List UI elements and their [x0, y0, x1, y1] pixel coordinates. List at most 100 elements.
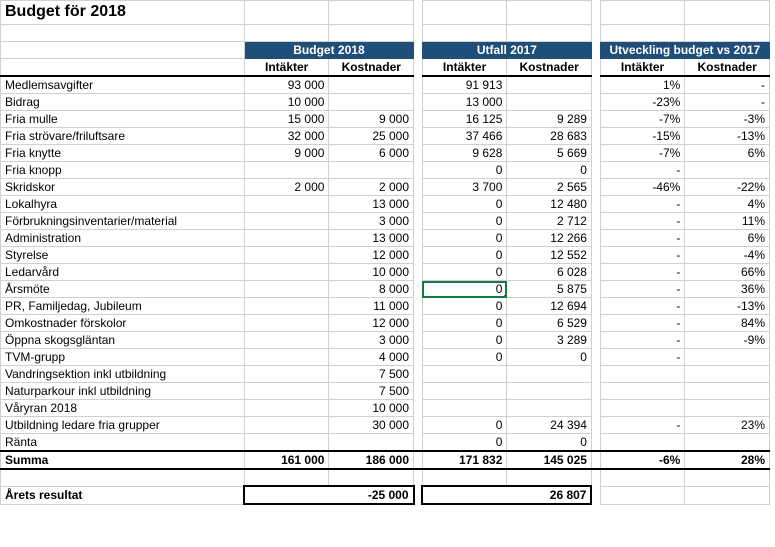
sum-budget-kostnader: 186 000	[329, 451, 414, 469]
cell-utfall-intakter	[422, 383, 507, 400]
separator	[591, 230, 600, 247]
cell-budget-intakter	[244, 298, 329, 315]
separator	[591, 213, 600, 230]
cell-budget-kostnader: 2 000	[329, 179, 414, 196]
cell-utfall-intakter: 0	[422, 281, 507, 298]
sum-label: Summa	[1, 451, 245, 469]
table-row: Våryran 201810 000	[1, 400, 770, 417]
row-label: Medlemsavgifter	[1, 76, 245, 94]
separator	[591, 434, 600, 452]
cell-budget-intakter	[244, 264, 329, 281]
cell-budget-intakter	[244, 417, 329, 434]
cell-utfall-intakter: 0	[422, 196, 507, 213]
table-row: Ledarvård10 00006 028-66%	[1, 264, 770, 281]
cell-budget-intakter	[244, 366, 329, 383]
cell-utfall-intakter: 3 700	[422, 179, 507, 196]
cell-utfall-kostnader: 5 669	[507, 145, 592, 162]
row-label: Omkostnader förskolor	[1, 315, 245, 332]
cell-budget-kostnader: 3 000	[329, 213, 414, 230]
table-row: Bidrag10 00013 000-23%-	[1, 94, 770, 111]
table-row: Fria strövare/friluftsare32 00025 00037 …	[1, 128, 770, 145]
cell-dev-kostnader	[685, 400, 770, 417]
separator	[414, 417, 423, 434]
cell-utfall-kostnader: 5 875	[507, 281, 592, 298]
cell-dev-intakter: -7%	[600, 145, 685, 162]
table-row: Utbildning ledare fria grupper30 000024 …	[1, 417, 770, 434]
cell-dev-intakter	[600, 383, 685, 400]
cell-utfall-kostnader: 9 289	[507, 111, 592, 128]
cell-utfall-intakter: 91 913	[422, 76, 507, 94]
col-header: Kostnader	[329, 59, 414, 77]
cell-dev-intakter: -	[600, 281, 685, 298]
separator	[591, 281, 600, 298]
cell-utfall-intakter	[422, 400, 507, 417]
cell-budget-intakter	[244, 196, 329, 213]
row-label: Förbrukningsinventarier/material	[1, 213, 245, 230]
cell-budget-kostnader: 12 000	[329, 315, 414, 332]
cell-budget-intakter: 32 000	[244, 128, 329, 145]
cell-budget-intakter	[244, 230, 329, 247]
cell-budget-kostnader: 13 000	[329, 196, 414, 213]
sum-row: Summa 161 000 186 000 171 832 145 025 -6…	[1, 451, 770, 469]
table-row: Vandringsektion inkl utbildning7 500	[1, 366, 770, 383]
spreadsheet: Budget för 2018 Budget 2018 Utfall 2017 …	[0, 0, 775, 547]
cell-utfall-kostnader	[507, 400, 592, 417]
cell-dev-intakter: -	[600, 315, 685, 332]
cell-utfall-intakter: 0	[422, 247, 507, 264]
cell-dev-kostnader	[685, 383, 770, 400]
table-row: Lokalhyra13 000012 480-4%	[1, 196, 770, 213]
cell-budget-kostnader: 7 500	[329, 366, 414, 383]
separator	[591, 162, 600, 179]
cell-utfall-intakter: 0	[422, 332, 507, 349]
cell-dev-intakter: -	[600, 349, 685, 366]
cell-budget-intakter: 93 000	[244, 76, 329, 94]
separator	[591, 247, 600, 264]
cell-budget-intakter	[244, 332, 329, 349]
table-row: Naturparkour inkl utbildning7 500	[1, 383, 770, 400]
separator	[414, 281, 423, 298]
cell-budget-intakter	[244, 281, 329, 298]
cell-budget-kostnader: 8 000	[329, 281, 414, 298]
separator	[414, 128, 423, 145]
blank-row	[1, 25, 770, 42]
separator	[591, 111, 600, 128]
table-row: TVM-grupp4 00000-	[1, 349, 770, 366]
cell-dev-intakter: -	[600, 162, 685, 179]
row-label: Våryran 2018	[1, 400, 245, 417]
cell-dev-kostnader: 11%	[685, 213, 770, 230]
cell-utfall-kostnader: 12 480	[507, 196, 592, 213]
cell-utfall-intakter	[422, 366, 507, 383]
cell-utfall-intakter: 0	[422, 417, 507, 434]
separator	[414, 366, 423, 383]
cell-utfall-intakter: 16 125	[422, 111, 507, 128]
cell-dev-kostnader: 66%	[685, 264, 770, 281]
separator	[591, 366, 600, 383]
cell-dev-intakter: -	[600, 247, 685, 264]
cell-budget-intakter: 15 000	[244, 111, 329, 128]
row-label: Öppna skogsgläntan	[1, 332, 245, 349]
cell-dev-kostnader: 4%	[685, 196, 770, 213]
cell-budget-kostnader: 11 000	[329, 298, 414, 315]
cell-dev-kostnader: 6%	[685, 145, 770, 162]
row-label: PR, Familjedag, Jubileum	[1, 298, 245, 315]
group-header-row: Budget 2018 Utfall 2017 Utveckling budge…	[1, 42, 770, 59]
separator	[414, 145, 423, 162]
table-row: Fria knytte9 0006 0009 6285 669-7%6%	[1, 145, 770, 162]
row-label: Årsmöte	[1, 281, 245, 298]
cell-utfall-intakter: 37 466	[422, 128, 507, 145]
cell-dev-kostnader: 36%	[685, 281, 770, 298]
separator	[591, 264, 600, 281]
table-row: Omkostnader förskolor12 00006 529-84%	[1, 315, 770, 332]
cell-budget-kostnader: 6 000	[329, 145, 414, 162]
cell-dev-kostnader: -9%	[685, 332, 770, 349]
cell-utfall-kostnader: 0	[507, 349, 592, 366]
table-row: Administration13 000012 266-6%	[1, 230, 770, 247]
cell-dev-kostnader: -	[685, 94, 770, 111]
cell-utfall-kostnader: 2 712	[507, 213, 592, 230]
separator	[591, 400, 600, 417]
cell-utfall-kostnader: 24 394	[507, 417, 592, 434]
separator	[591, 383, 600, 400]
row-label: Ränta	[1, 434, 245, 452]
row-label: Fria knopp	[1, 162, 245, 179]
col-header: Kostnader	[685, 59, 770, 77]
